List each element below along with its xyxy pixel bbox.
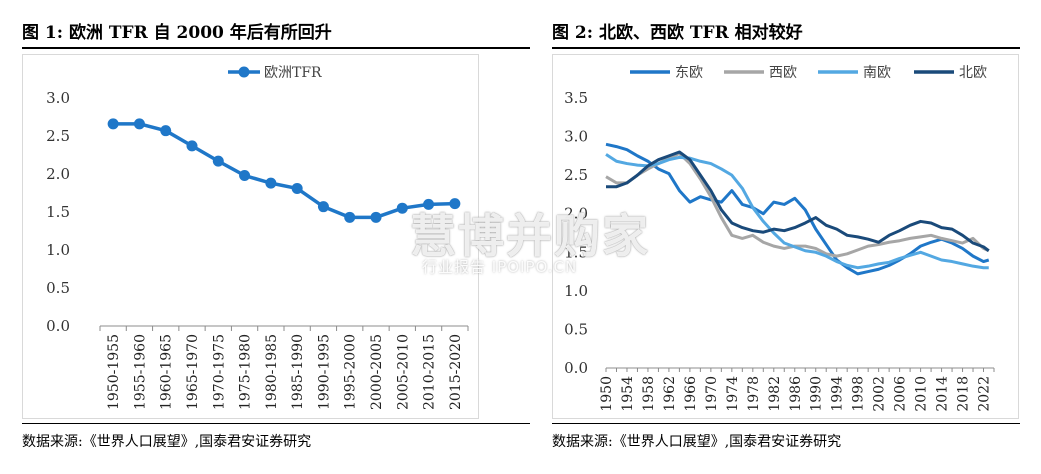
x-tick-label: 1970-1975 xyxy=(211,334,227,410)
series-line-4 xyxy=(606,150,990,252)
data-point xyxy=(160,125,172,137)
x-tick-label: 1990-1995 xyxy=(316,334,332,410)
data-point xyxy=(344,211,356,223)
y-tick-label: 2.5 xyxy=(46,127,70,145)
series-line-2 xyxy=(605,152,990,258)
x-tick-label: 1965-1970 xyxy=(185,334,201,410)
x-tick-label: 1950 xyxy=(599,376,615,412)
x-tick-label: 2022 xyxy=(977,376,993,412)
data-point xyxy=(396,202,408,214)
x-tick-label: 1990 xyxy=(809,376,825,412)
x-tick-label: 1955-1960 xyxy=(132,334,148,410)
data-point xyxy=(370,211,382,223)
data-point xyxy=(423,198,435,210)
x-tick-label: 2006 xyxy=(893,376,909,412)
x-tick-label: 1978 xyxy=(746,376,762,412)
figure-1-title: 图 1: 欧洲 TFR 自 2000 年后有所回升 xyxy=(22,23,332,43)
y-tick-label: 1.0 xyxy=(564,282,588,300)
legend-label: 欧洲TFR xyxy=(264,65,322,81)
figure-2-title: 图 2: 北欧、西欧 TFR 相对较好 xyxy=(552,23,803,43)
figure-2-bottom-rule xyxy=(552,423,1020,424)
legend-marker xyxy=(238,66,250,78)
y-tick-label: 3.0 xyxy=(564,128,588,146)
figure-1-title-rule xyxy=(22,47,530,49)
x-tick-label: 1954 xyxy=(620,376,636,412)
y-tick-label: 2.0 xyxy=(564,205,588,223)
data-point xyxy=(239,170,251,182)
x-tick-label: 1966 xyxy=(683,376,699,412)
legend-label: 西欧 xyxy=(769,65,797,81)
x-tick-label: 1974 xyxy=(725,376,741,412)
figure-2-chart: 0.0 0.5 1.0 1.5 2.0 2.5 3.0 3.5 1950 1954 1958 1962… xyxy=(552,54,1019,419)
x-tick-label: 2018 xyxy=(956,376,972,412)
x-tick-label: 1982 xyxy=(767,376,783,412)
y-tick-label: 2.5 xyxy=(564,166,588,184)
x-tick-label: 1975-1980 xyxy=(238,334,254,410)
x-tick-label: 2010 xyxy=(914,376,930,412)
x-tick-label: 2000-2005 xyxy=(369,334,385,410)
x-tick-label: 1962 xyxy=(662,376,678,412)
legend-label: 东欧 xyxy=(675,65,703,81)
x-tick-label: 1970 xyxy=(704,376,720,412)
x-tick-label: 2014 xyxy=(935,376,951,412)
legend-label: 南欧 xyxy=(863,65,891,81)
figure-1-panel: 图 1: 欧洲 TFR 自 2000 年后有所回升 0.0 0.5 1.0 1.5 2.… xyxy=(22,0,530,474)
y-tick-label: 0.0 xyxy=(46,317,70,335)
figure-2-panel: 图 2: 北欧、西欧 TFR 相对较好 0.0 0.5 1.0 1.5 2.0 2.5 3.… xyxy=(552,0,1020,474)
figure-1-source: 数据来源:《世界人口展望》,国泰君安证券研究 xyxy=(22,434,312,450)
x-tick-label: 2005-2010 xyxy=(395,334,411,410)
x-tick-label: 1985-1990 xyxy=(290,334,306,410)
data-point xyxy=(291,182,303,194)
y-tick-label: 1.0 xyxy=(46,241,70,259)
data-point xyxy=(133,118,145,130)
x-tick-label: 2010-2015 xyxy=(422,334,438,410)
x-tick-label: 1986 xyxy=(788,376,804,412)
y-tick-label: 2.0 xyxy=(46,165,70,183)
data-point xyxy=(107,118,119,130)
y-tick-label: 3.0 xyxy=(46,89,70,107)
y-tick-label: 0.0 xyxy=(564,359,588,377)
x-tick-label: 1995-2000 xyxy=(343,334,359,410)
x-tick-label: 1960-1965 xyxy=(159,334,175,410)
data-point xyxy=(449,198,461,210)
series-line-3 xyxy=(605,153,989,270)
plot-frame xyxy=(552,54,1019,419)
series-line-1 xyxy=(605,142,990,276)
figure-2-title-rule xyxy=(552,47,1020,49)
figure-1-bottom-rule xyxy=(22,423,530,424)
x-tick-label: 2015-2020 xyxy=(448,334,464,410)
x-tick-label: 1998 xyxy=(851,376,867,412)
x-tick-label: 1958 xyxy=(641,376,657,412)
data-point xyxy=(317,201,329,213)
y-tick-label: 0.5 xyxy=(46,279,70,297)
legend-label: 北欧 xyxy=(959,65,987,81)
figure-1-chart: 0.0 0.5 1.0 1.5 2.0 2.5 3.0 1950-1955 1955-1960 1… xyxy=(22,54,479,419)
data-point xyxy=(212,155,224,167)
y-tick-label: 0.5 xyxy=(564,320,588,338)
plot-frame xyxy=(22,54,479,419)
y-tick-label: 1.5 xyxy=(564,243,588,261)
x-tick-label: 1950-1955 xyxy=(106,334,122,410)
figure-2-source: 数据来源:《世界人口展望》,国泰君安证券研究 xyxy=(552,434,842,450)
data-point xyxy=(186,140,198,152)
data-point xyxy=(265,177,277,189)
x-tick-label: 1994 xyxy=(830,376,846,412)
x-tick-label: 1980-1985 xyxy=(264,334,280,410)
y-tick-label: 3.5 xyxy=(564,89,588,107)
y-tick-label: 1.5 xyxy=(46,203,70,221)
x-tick-label: 2002 xyxy=(872,376,888,412)
